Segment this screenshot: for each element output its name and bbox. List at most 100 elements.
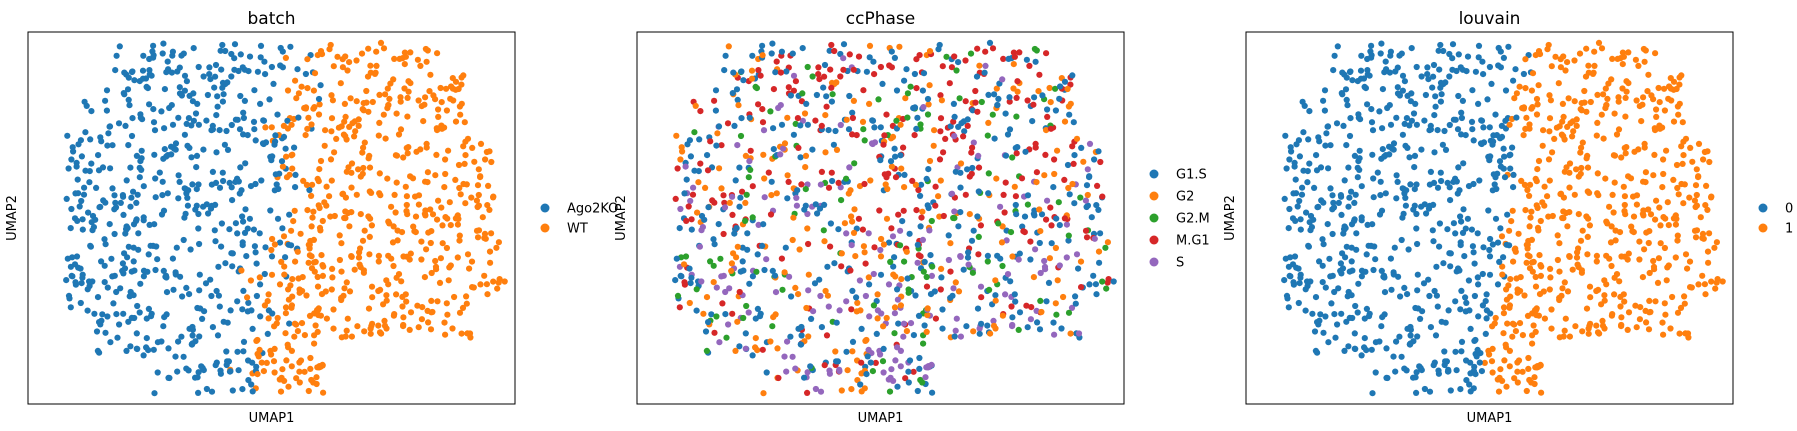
scatter-point: [688, 226, 695, 233]
scatter-point: [1421, 201, 1428, 208]
scatter-point: [1505, 43, 1512, 50]
scatter-point: [1678, 180, 1685, 188]
scatter-point: [1056, 95, 1063, 102]
scatter-point: [240, 287, 247, 294]
scatter-point: [1417, 315, 1424, 322]
scatter-point: [897, 152, 904, 159]
scatter-point: [1430, 362, 1437, 369]
scatter-point: [281, 271, 288, 278]
scatter-point: [169, 48, 176, 55]
scatter-point: [1295, 265, 1302, 272]
scatter-point: [897, 363, 904, 370]
scatter-point: [1509, 320, 1516, 327]
scatter-point: [1327, 185, 1334, 192]
scatter-point: [213, 112, 220, 119]
scatter-point: [1072, 293, 1079, 300]
scatter-point: [910, 332, 918, 339]
scatter-point: [1659, 319, 1666, 326]
scatter-point: [733, 254, 740, 261]
scatter-point: [901, 258, 908, 265]
scatter-point: [292, 77, 299, 84]
scatter-point: [1386, 69, 1393, 76]
scatter-point: [443, 107, 450, 114]
scatter-point: [1432, 93, 1439, 100]
scatter-point: [1449, 55, 1456, 62]
scatter-point: [985, 91, 992, 98]
scatter-point: [1325, 339, 1332, 346]
scatter-point: [672, 277, 679, 284]
scatter-point: [1369, 151, 1376, 158]
scatter-point: [1645, 206, 1652, 213]
scatter-point: [757, 72, 764, 79]
scatter-point: [1408, 117, 1415, 124]
scatter-point: [348, 209, 355, 216]
scatter-point: [1313, 167, 1321, 174]
scatter-point: [310, 87, 317, 94]
scatter-point: [1673, 161, 1681, 169]
scatter-point: [474, 182, 482, 189]
scatter-point: [795, 144, 802, 151]
scatter-point: [720, 230, 727, 238]
scatter-point: [180, 236, 187, 244]
scatter-point: [722, 311, 729, 318]
scatter-point: [353, 191, 360, 198]
scatter-point: [254, 371, 261, 378]
scatter-point: [240, 348, 247, 355]
scatter-point: [1002, 110, 1009, 117]
scatter-point: [813, 91, 821, 99]
scatter-point: [1570, 128, 1577, 135]
scatter-point: [1587, 294, 1594, 301]
scatter-point: [154, 369, 161, 376]
scatter-point: [1514, 379, 1521, 386]
scatter-point: [1013, 113, 1020, 120]
scatter-point: [415, 201, 422, 208]
scatter-point: [1009, 314, 1016, 321]
scatter-point: [1489, 141, 1496, 148]
scatter-point: [1676, 330, 1683, 337]
scatter-point: [74, 176, 81, 183]
scatter-point: [1432, 103, 1439, 110]
scatter-point: [285, 296, 292, 303]
scatter-point: [803, 304, 810, 312]
scatter-point: [292, 171, 299, 178]
scatter-point: [160, 40, 167, 47]
scatter-point: [1036, 239, 1043, 247]
scatter-point: [1389, 145, 1396, 152]
scatter-point: [451, 293, 458, 301]
scatter-point: [1640, 94, 1647, 101]
scatter-point: [1358, 52, 1365, 59]
scatter-point: [125, 318, 132, 325]
scatter-point: [120, 310, 127, 317]
scatter-point: [880, 241, 888, 248]
scatter-point: [1642, 307, 1649, 314]
scatter-point: [1070, 160, 1077, 167]
scatter-point: [1090, 272, 1097, 279]
scatter-point: [252, 137, 259, 144]
scatter-point: [947, 240, 954, 247]
scatter-point: [419, 304, 426, 311]
scatter-point: [1650, 263, 1658, 270]
scatter-point: [158, 108, 165, 115]
scatter-point: [459, 304, 467, 311]
scatter-point: [809, 146, 816, 153]
scatter-point: [897, 302, 905, 309]
scatter-point: [1016, 250, 1023, 257]
scatter-point: [961, 128, 968, 135]
scatter-point: [1365, 313, 1373, 320]
scatter-point: [1506, 302, 1513, 309]
scatter-point: [1499, 263, 1506, 270]
scatter-point: [1292, 217, 1299, 224]
scatter-point: [781, 140, 789, 147]
scatter-point: [960, 266, 967, 273]
scatter-point: [1470, 180, 1477, 188]
scatter-point: [880, 345, 887, 352]
scatter-point: [722, 52, 729, 59]
scatter-point: [227, 368, 234, 375]
scatter-point: [272, 171, 279, 178]
scatter-point: [1394, 178, 1401, 185]
scatter-point: [1435, 47, 1442, 54]
scatter-point: [83, 102, 90, 109]
scatter-point: [1541, 202, 1548, 209]
scatter-point: [717, 255, 724, 262]
scatter-point: [1645, 326, 1653, 333]
